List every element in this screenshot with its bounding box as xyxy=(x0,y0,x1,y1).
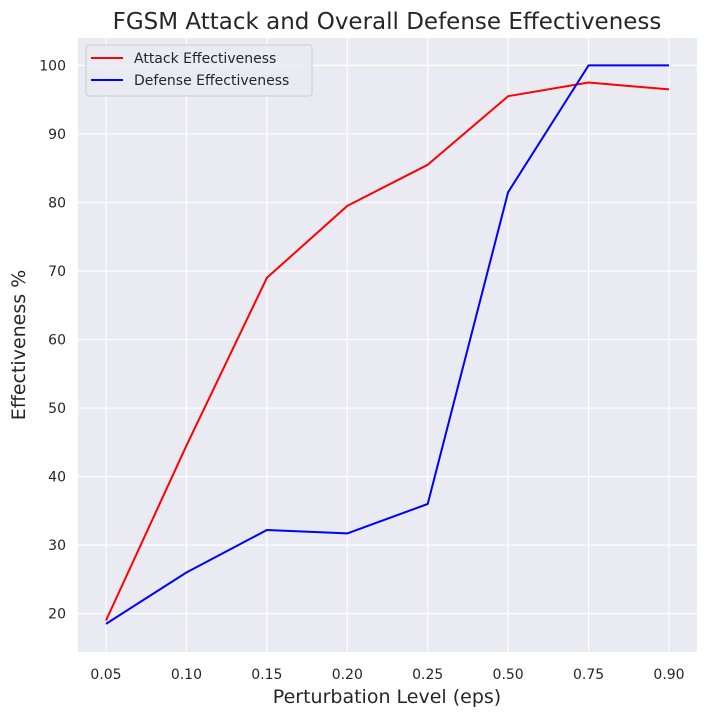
series-line-defense xyxy=(105,64,669,625)
y-tick-label: 60 xyxy=(48,333,66,349)
y-tick-label: 40 xyxy=(48,470,66,486)
chart-title: FGSM Attack and Overall Defense Effectiv… xyxy=(113,9,662,35)
series-lines xyxy=(105,64,670,625)
grid xyxy=(78,38,697,652)
legend-box xyxy=(85,44,313,97)
y-tick-label: 30 xyxy=(48,538,66,554)
legend: Attack Effectiveness Defense Effectivene… xyxy=(85,44,313,97)
x-tick-labels: 0.05 0.10 0.15 0.20 0.25 0.50 0.75 0.90 xyxy=(90,667,684,683)
x-tick-label: 0.25 xyxy=(412,667,443,683)
y-tick-label: 80 xyxy=(48,195,66,211)
x-axis-label: Perturbation Level (eps) xyxy=(273,686,501,708)
y-tick-label: 70 xyxy=(48,264,66,280)
x-tick-label: 0.50 xyxy=(493,667,524,683)
x-tick-label: 0.15 xyxy=(251,667,282,683)
y-tick-label: 50 xyxy=(48,401,66,417)
x-tick-label: 0.75 xyxy=(573,667,604,683)
legend-entry-defense: Defense Effectiveness xyxy=(134,73,289,89)
x-tick-label: 0.20 xyxy=(332,667,363,683)
plot-background xyxy=(78,38,697,652)
y-tick-label: 100 xyxy=(39,58,66,74)
legend-entry-attack: Attack Effectiveness xyxy=(134,51,276,67)
x-tick-label: 0.10 xyxy=(171,667,202,683)
y-axis-label: Effectiveness % xyxy=(8,270,30,421)
y-tick-label: 90 xyxy=(48,127,66,143)
x-tick-label: 0.90 xyxy=(653,667,684,683)
y-tick-labels: 20 30 40 50 60 70 80 90 100 xyxy=(39,58,66,622)
y-tick-label: 20 xyxy=(48,607,66,623)
x-tick-label: 0.05 xyxy=(90,667,121,683)
